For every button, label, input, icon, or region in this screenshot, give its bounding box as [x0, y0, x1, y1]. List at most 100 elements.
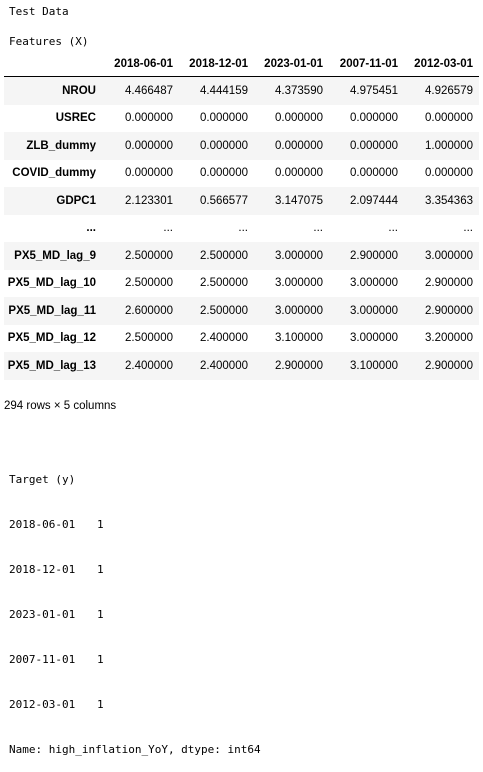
- table-cell: 0.000000: [350, 167, 398, 180]
- series-value: 1: [97, 698, 104, 711]
- table-cell: 3.000000: [275, 277, 323, 290]
- table-cell: 3.000000: [425, 249, 473, 262]
- table-cell: 0.000000: [125, 139, 173, 152]
- row-index-label: PX5_MD_lag_11: [8, 304, 96, 317]
- table-cell: 2.500000: [200, 304, 248, 317]
- table-cell: 2.900000: [425, 277, 473, 290]
- table-cell: 1.000000: [425, 139, 473, 152]
- row-index-label: PX5_MD_lag_10: [7, 277, 96, 290]
- table-cell: 0.000000: [200, 112, 248, 125]
- table-cell: 3.100000: [350, 359, 398, 372]
- table-cell: 4.373590: [275, 84, 323, 97]
- table-cell: 2.097444: [350, 194, 398, 207]
- column-header: 2012-03-01: [404, 51, 479, 77]
- series-index: 2018-06-01: [9, 518, 76, 531]
- table-cell: ...: [388, 222, 398, 235]
- dataframe-header-row: 2018-06-01 2018-12-01 2023-01-01 2007-11…: [4, 51, 479, 77]
- table-cell: 2.500000: [125, 332, 173, 345]
- table-cell: 3.000000: [350, 277, 398, 290]
- table-row: ZLB_dummy 0.000000 0.000000 0.000000 0.0…: [4, 132, 479, 160]
- series-value: 1: [97, 518, 104, 531]
- table-cell: 2.400000: [200, 359, 248, 372]
- table-cell: 2.400000: [200, 332, 248, 345]
- table-cell: 0.000000: [125, 112, 173, 125]
- table-row: PX5_MD_lag_10 2.500000 2.500000 3.000000…: [4, 269, 479, 297]
- dataframe-index-header: [4, 51, 104, 77]
- table-cell: 2.900000: [350, 249, 398, 262]
- row-index-label: PX5_MD_lag_13: [7, 359, 96, 372]
- series-footer: Name: high_inflation_YoY, dtype: int64: [9, 743, 261, 756]
- table-cell: 0.000000: [275, 139, 323, 152]
- table-cell: 2.500000: [125, 277, 173, 290]
- table-row: COVID_dummy 0.000000 0.000000 0.000000 0…: [4, 159, 479, 187]
- series-value: 1: [97, 608, 104, 621]
- table-cell: 2.500000: [200, 277, 248, 290]
- row-index-label: COVID_dummy: [12, 167, 96, 180]
- table-cell: 3.000000: [350, 332, 398, 345]
- dataframe-table: 2018-06-01 2018-12-01 2023-01-01 2007-11…: [4, 51, 479, 380]
- table-cell: 3.000000: [350, 304, 398, 317]
- table-cell: 3.000000: [275, 304, 323, 317]
- table-cell: ...: [163, 222, 173, 235]
- series-value: 1: [97, 563, 104, 576]
- series-row: 2018-12-01 1: [9, 562, 261, 577]
- column-header: 2018-12-01: [179, 51, 254, 77]
- table-row: PX5_MD_lag_13 2.400000 2.400000 2.900000…: [4, 352, 479, 380]
- column-header: 2018-06-01: [104, 51, 179, 77]
- target-series-output: Target (y) 2018-06-01 1 2018-12-01 1 202…: [9, 442, 261, 772]
- column-header: 2023-01-01: [254, 51, 329, 77]
- table-cell: 0.000000: [200, 139, 248, 152]
- features-dataframe: 2018-06-01 2018-12-01 2023-01-01 2007-11…: [4, 51, 479, 380]
- table-cell: ...: [313, 222, 323, 235]
- table-cell: 2.900000: [275, 359, 323, 372]
- series-index: 2007-11-01: [9, 653, 76, 666]
- table-cell: 0.000000: [350, 112, 398, 125]
- table-cell: 3.200000: [425, 332, 473, 345]
- table-cell: 2.123301: [125, 194, 173, 207]
- series-header: Target (y): [9, 473, 76, 486]
- table-row: PX5_MD_lag_11 2.600000 2.500000 3.000000…: [4, 297, 479, 325]
- dataframe-shape-note: 294 rows × 5 columns: [4, 400, 117, 412]
- table-cell: 3.000000: [275, 249, 323, 262]
- table-cell: 2.900000: [425, 359, 473, 372]
- table-cell: 0.566577: [200, 194, 248, 207]
- table-cell: 4.466487: [125, 84, 173, 97]
- column-header: 2007-11-01: [329, 51, 404, 77]
- table-row: NROU 4.466487 4.444159 4.373590 4.975451…: [4, 76, 479, 105]
- series-row: 2007-11-01 1: [9, 652, 261, 667]
- table-cell: 0.000000: [125, 167, 173, 180]
- series-value: 1: [97, 653, 104, 666]
- row-index-label: USREC: [55, 112, 96, 125]
- series-index: 2012-03-01: [9, 698, 76, 711]
- table-cell: 4.926579: [425, 84, 473, 97]
- table-cell: 0.000000: [425, 167, 473, 180]
- table-row: PX5_MD_lag_12 2.500000 2.400000 3.100000…: [4, 324, 479, 352]
- table-cell: 0.000000: [275, 167, 323, 180]
- table-row: GDPC1 2.123301 0.566577 3.147075 2.09744…: [4, 187, 479, 215]
- table-cell: ...: [463, 222, 473, 235]
- table-cell: 0.000000: [200, 167, 248, 180]
- row-index-label: ZLB_dummy: [26, 139, 96, 152]
- table-cell: 2.600000: [125, 304, 173, 317]
- table-cell: 2.500000: [125, 249, 173, 262]
- output-title: Test Data: [9, 5, 69, 18]
- table-cell: 3.100000: [275, 332, 323, 345]
- series-index: 2023-01-01: [9, 608, 76, 621]
- table-cell: 0.000000: [350, 139, 398, 152]
- table-cell: 0.000000: [275, 112, 323, 125]
- row-index-label: NROU: [62, 84, 96, 97]
- table-row-ellipsis: ... ... ... ... ... ...: [4, 214, 479, 242]
- series-row: 2018-06-01 1: [9, 517, 261, 532]
- series-row: 2012-03-01 1: [9, 697, 261, 712]
- table-row: USREC 0.000000 0.000000 0.000000 0.00000…: [4, 104, 479, 132]
- series-row: 2023-01-01 1: [9, 607, 261, 622]
- table-cell: 2.900000: [425, 304, 473, 317]
- row-index-label: GDPC1: [56, 194, 96, 207]
- table-cell: 4.444159: [200, 84, 248, 97]
- table-cell: 2.500000: [200, 249, 248, 262]
- features-label: Features (X): [9, 35, 89, 48]
- table-cell: 3.354363: [425, 194, 473, 207]
- row-index-label: ...: [86, 222, 96, 235]
- row-index-label: PX5_MD_lag_12: [7, 332, 96, 345]
- table-cell: 3.147075: [275, 194, 323, 207]
